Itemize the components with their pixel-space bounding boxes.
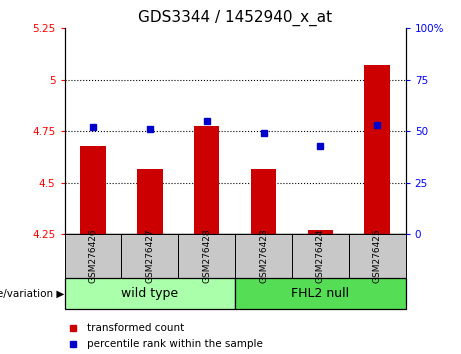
Text: genotype/variation ▶: genotype/variation ▶ — [0, 289, 65, 298]
Text: GSM276423: GSM276423 — [259, 229, 268, 284]
Bar — [178, 234, 235, 278]
Text: GSM276425: GSM276425 — [373, 229, 382, 284]
Bar — [349, 234, 406, 278]
Title: GDS3344 / 1452940_x_at: GDS3344 / 1452940_x_at — [138, 9, 332, 25]
Bar — [194, 126, 219, 234]
Text: GSM276428: GSM276428 — [202, 229, 211, 284]
Text: percentile rank within the sample: percentile rank within the sample — [87, 339, 263, 349]
Text: FHL2 null: FHL2 null — [291, 287, 349, 300]
Bar — [307, 230, 333, 234]
Bar — [121, 234, 178, 278]
Bar — [292, 234, 349, 278]
Bar — [80, 146, 106, 234]
Text: transformed count: transformed count — [87, 323, 184, 333]
Bar — [235, 278, 406, 309]
Text: GSM276426: GSM276426 — [89, 229, 97, 284]
Text: GSM276424: GSM276424 — [316, 229, 325, 284]
Bar — [65, 278, 235, 309]
Bar — [65, 234, 121, 278]
Bar — [365, 65, 390, 234]
Text: wild type: wild type — [121, 287, 178, 300]
Text: GSM276427: GSM276427 — [145, 229, 154, 284]
Bar — [137, 169, 163, 234]
Bar — [251, 169, 276, 234]
Bar — [235, 234, 292, 278]
